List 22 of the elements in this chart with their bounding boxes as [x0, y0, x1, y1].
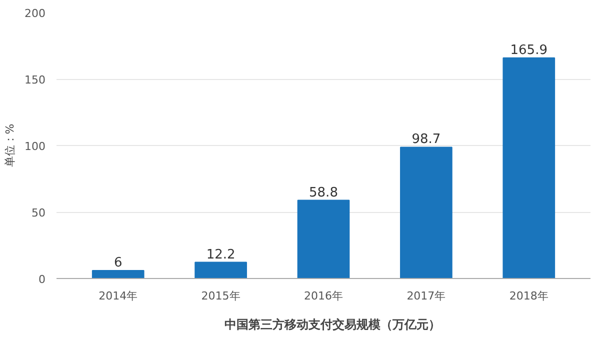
y-tick-label: 50 — [32, 206, 46, 220]
data-label: 58.8 — [309, 185, 338, 200]
y-tick-label: 100 — [24, 140, 46, 153]
bar — [297, 200, 350, 278]
y-axis-title: 单位：% — [4, 124, 17, 168]
x-tick-label: 2014年 — [98, 290, 138, 302]
data-label: 98.7 — [412, 132, 441, 148]
x-tick-label: 2015年 — [201, 290, 240, 302]
bar — [502, 57, 556, 278]
bar — [92, 270, 144, 278]
data-label: 165.9 — [510, 42, 548, 58]
y-tick-label: 0 — [38, 273, 46, 286]
text: 中国第三方移动支付交易规模（万亿元） — [224, 316, 440, 334]
bar — [194, 262, 247, 278]
data-label: 12.2 — [206, 247, 236, 262]
x-tick-label: 2016年 — [304, 290, 344, 302]
x-tick-label: 2018年 — [509, 290, 548, 302]
x-tick-label: 2017年 — [406, 290, 446, 302]
y-tick-label: 150 — [24, 74, 46, 86]
bar — [400, 146, 452, 278]
data-label: 6 — [114, 256, 122, 271]
y-tick-label: 200 — [24, 7, 46, 20]
